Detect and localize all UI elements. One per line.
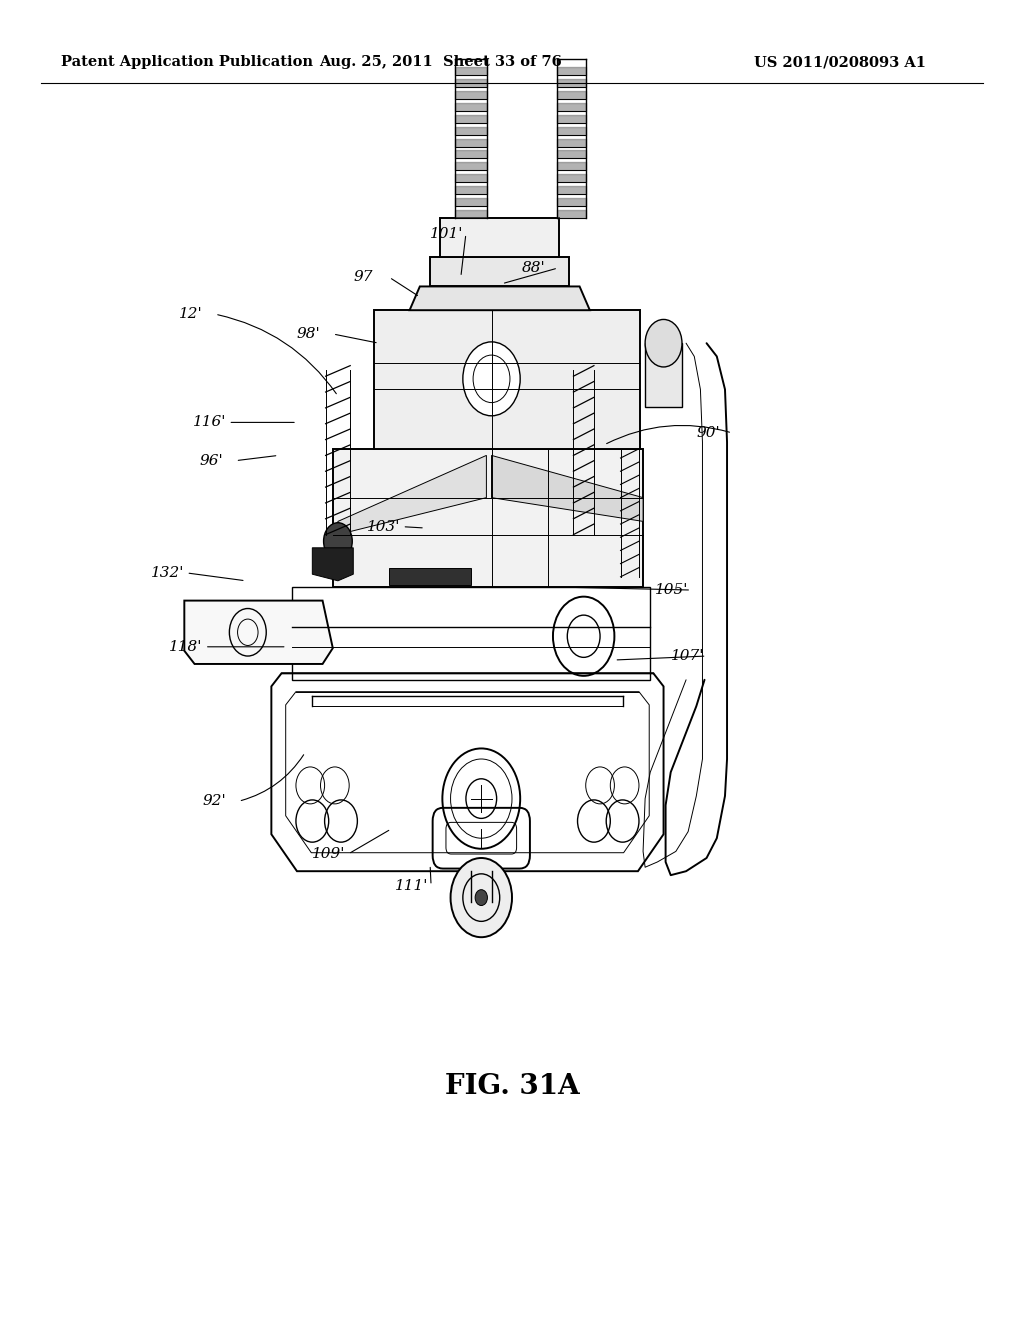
Polygon shape <box>338 455 486 535</box>
Text: 132': 132' <box>151 566 184 579</box>
Polygon shape <box>374 310 640 449</box>
Text: 103': 103' <box>367 520 400 533</box>
Polygon shape <box>440 218 559 257</box>
Text: 92': 92' <box>203 795 226 808</box>
Circle shape <box>324 523 352 560</box>
Circle shape <box>645 319 682 367</box>
Polygon shape <box>492 455 643 521</box>
Circle shape <box>451 858 512 937</box>
Text: 109': 109' <box>312 847 346 861</box>
Polygon shape <box>645 343 682 407</box>
Text: Patent Application Publication: Patent Application Publication <box>61 55 313 69</box>
Polygon shape <box>410 286 590 310</box>
Polygon shape <box>333 449 643 587</box>
Text: 98': 98' <box>297 327 321 341</box>
Text: 116': 116' <box>193 416 226 429</box>
Text: 12': 12' <box>179 308 203 321</box>
Text: 97: 97 <box>353 271 373 284</box>
Polygon shape <box>312 548 353 581</box>
Text: 96': 96' <box>200 454 223 467</box>
Text: Aug. 25, 2011  Sheet 33 of 76: Aug. 25, 2011 Sheet 33 of 76 <box>318 55 562 69</box>
Polygon shape <box>430 257 569 286</box>
Polygon shape <box>184 601 333 664</box>
Text: 118': 118' <box>169 640 203 653</box>
Circle shape <box>463 342 520 416</box>
Text: FIG. 31A: FIG. 31A <box>444 1073 580 1100</box>
Text: 88': 88' <box>522 261 546 275</box>
Text: 107': 107' <box>671 649 705 663</box>
Text: 90': 90' <box>696 426 720 440</box>
Text: US 2011/0208093 A1: US 2011/0208093 A1 <box>754 55 926 69</box>
Text: 111': 111' <box>395 879 429 892</box>
Polygon shape <box>389 568 471 585</box>
Text: 105': 105' <box>655 583 689 597</box>
Text: 101': 101' <box>430 227 464 240</box>
Circle shape <box>475 890 487 906</box>
